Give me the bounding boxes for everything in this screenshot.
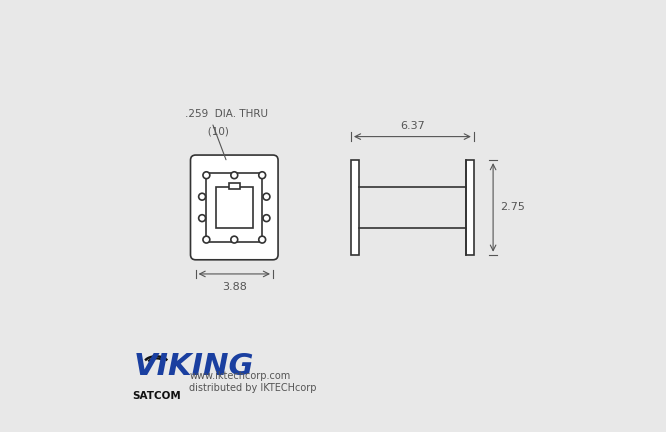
Circle shape: [198, 215, 206, 222]
Circle shape: [203, 172, 210, 179]
Text: 3.88: 3.88: [222, 282, 246, 292]
Text: VIKING: VIKING: [133, 352, 254, 381]
Circle shape: [259, 172, 266, 179]
Text: SATCOM: SATCOM: [132, 391, 180, 400]
FancyBboxPatch shape: [190, 155, 278, 260]
Circle shape: [263, 215, 270, 222]
Circle shape: [231, 172, 238, 179]
Text: .259  DIA. THRU: .259 DIA. THRU: [185, 109, 268, 119]
Text: www.iktechcorp.com: www.iktechcorp.com: [189, 371, 290, 381]
Circle shape: [263, 193, 270, 200]
Bar: [466, 160, 474, 254]
Circle shape: [259, 236, 266, 243]
Circle shape: [198, 193, 206, 200]
Circle shape: [203, 236, 210, 243]
Bar: [206, 173, 262, 242]
Text: distributed by IKTECHcorp: distributed by IKTECHcorp: [189, 383, 317, 393]
Text: 2.75: 2.75: [500, 203, 525, 213]
Bar: [229, 184, 240, 189]
Bar: [351, 160, 359, 254]
Text: (10): (10): [185, 127, 229, 137]
Circle shape: [231, 236, 238, 243]
Text: 6.37: 6.37: [400, 121, 425, 130]
Bar: [216, 187, 252, 228]
